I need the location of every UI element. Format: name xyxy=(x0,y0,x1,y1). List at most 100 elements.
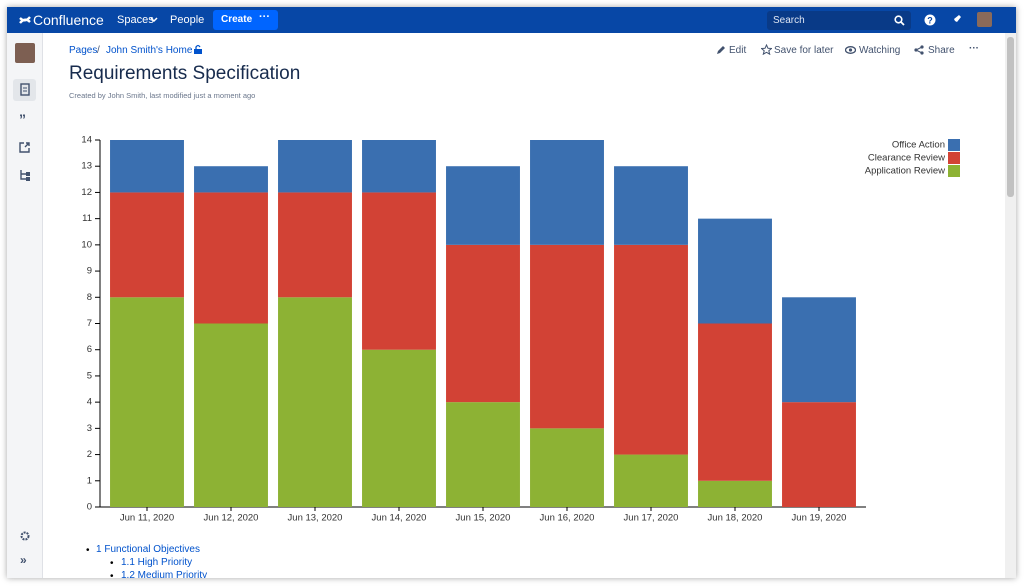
create-label: Create xyxy=(221,14,253,25)
user-avatar[interactable] xyxy=(977,12,992,27)
svg-text:?: ? xyxy=(927,16,933,26)
bar-segment xyxy=(110,192,184,298)
y-tick-label: 1 xyxy=(87,475,92,486)
y-tick-label: 11 xyxy=(82,213,92,224)
x-tick-label: Jun 14, 2020 xyxy=(372,513,427,524)
toc-bullet: • xyxy=(110,558,114,569)
search-placeholder: Search xyxy=(773,15,805,26)
share-action[interactable]: Share xyxy=(928,45,955,56)
toc-link[interactable]: 1 Functional Objectives xyxy=(96,544,200,555)
y-tick-label: 3 xyxy=(87,423,92,434)
logo[interactable]: Confluence xyxy=(33,12,104,28)
bar-segment xyxy=(194,166,268,193)
page-title: Requirements Specification xyxy=(69,63,301,84)
toc-link[interactable]: 1.2 Medium Priority xyxy=(121,570,208,578)
shortcut-nav[interactable] xyxy=(18,141,31,154)
spaces-menu[interactable]: Spaces xyxy=(117,14,154,26)
x-tick-label: Jun 17, 2020 xyxy=(624,513,679,524)
y-tick-label: 13 xyxy=(81,161,92,172)
bar-segment xyxy=(110,140,184,193)
expand-sidebar[interactable]: » xyxy=(20,553,27,567)
bar-segment xyxy=(110,297,184,507)
pages-nav[interactable] xyxy=(13,79,36,101)
bar-segment xyxy=(698,218,772,324)
bar-segment xyxy=(782,402,856,507)
bar-segment xyxy=(614,244,688,455)
watching-action[interactable]: Watching xyxy=(859,45,901,56)
chevron xyxy=(150,17,158,23)
bar-segment xyxy=(698,480,772,507)
search-icon xyxy=(894,15,905,26)
byline: Created by John Smith, last modified jus… xyxy=(69,91,256,100)
x-tick-label: Jun 13, 2020 xyxy=(288,513,343,524)
star-icon xyxy=(761,44,772,55)
bar-segment xyxy=(362,192,436,350)
settings-nav[interactable] xyxy=(19,530,31,542)
logo-icon xyxy=(19,16,31,24)
y-tick-label: 12 xyxy=(81,187,92,198)
bar-segment xyxy=(614,454,688,507)
legend-swatch xyxy=(948,165,960,177)
legend-label: Clearance Review xyxy=(868,153,945,164)
bar-segment xyxy=(782,297,856,403)
breadcrumb[interactable]: Pages xyxy=(69,45,98,56)
more-dots[interactable]: ··· xyxy=(259,11,270,23)
toc-link[interactable]: 1.1 High Priority xyxy=(121,557,193,568)
legend-swatch xyxy=(948,139,960,151)
x-tick-label: Jun 18, 2020 xyxy=(708,513,763,524)
breadcrumb[interactable]: John Smith's Home xyxy=(106,45,193,56)
y-tick-label: 2 xyxy=(87,449,92,460)
share-icon xyxy=(914,45,924,55)
more-actions[interactable]: ··· xyxy=(969,43,979,54)
bar-segment xyxy=(362,349,436,507)
save-for-later[interactable]: Save for later xyxy=(774,45,834,56)
notifications-icon[interactable] xyxy=(950,14,962,26)
edit-action[interactable]: Edit xyxy=(729,45,747,56)
scrollbar[interactable] xyxy=(1005,33,1016,578)
x-tick-label: Jun 11, 2020 xyxy=(120,513,174,524)
bar-segment xyxy=(446,244,520,403)
blog-nav[interactable]: ” xyxy=(19,111,26,127)
toc-bullet: • xyxy=(86,545,90,556)
x-tick-label: Jun 12, 2020 xyxy=(204,513,259,524)
bar-segment xyxy=(530,244,604,429)
bar-segment xyxy=(278,140,352,193)
sidebar: ” » xyxy=(7,33,43,578)
x-tick-label: Jun 19, 2020 xyxy=(792,513,847,524)
bar-segment xyxy=(194,192,268,324)
space-avatar[interactable] xyxy=(15,43,35,63)
y-tick-label: 0 xyxy=(87,502,92,513)
x-tick-label: Jun 16, 2020 xyxy=(540,513,595,524)
legend-swatch xyxy=(948,152,960,164)
bar-segment xyxy=(698,323,772,481)
y-tick-label: 5 xyxy=(87,370,92,381)
restrictions-icon[interactable] xyxy=(193,44,203,55)
bar-segment xyxy=(614,166,688,245)
bar-segment xyxy=(362,140,436,193)
create-button[interactable]: Create ··· xyxy=(213,10,278,30)
scroll-thumb[interactable] xyxy=(1007,37,1014,197)
search-box[interactable]: Search xyxy=(767,11,911,30)
watch-icon xyxy=(845,46,856,54)
bar-segment xyxy=(278,192,352,298)
y-tick-label: 14 xyxy=(81,135,92,146)
tree-nav[interactable] xyxy=(18,168,31,182)
toc-bullet: • xyxy=(110,571,114,578)
bar-segment xyxy=(446,402,520,507)
y-tick-label: 9 xyxy=(87,266,92,277)
y-tick-label: 6 xyxy=(87,344,92,355)
window: Confluence Spaces People Create ··· Sear… xyxy=(7,7,1016,578)
bar-segment xyxy=(446,166,520,245)
y-tick-label: 7 xyxy=(87,318,92,329)
bar-segment xyxy=(530,428,604,507)
bar-segment xyxy=(278,297,352,507)
bar-segment xyxy=(530,140,604,245)
help-icon[interactable]: ? xyxy=(924,14,936,26)
y-tick-label: 10 xyxy=(81,239,92,250)
y-tick-label: 4 xyxy=(87,397,92,408)
bar-segment xyxy=(194,323,268,507)
people-link[interactable]: People xyxy=(170,14,205,26)
legend-label: Office Action xyxy=(892,140,945,151)
